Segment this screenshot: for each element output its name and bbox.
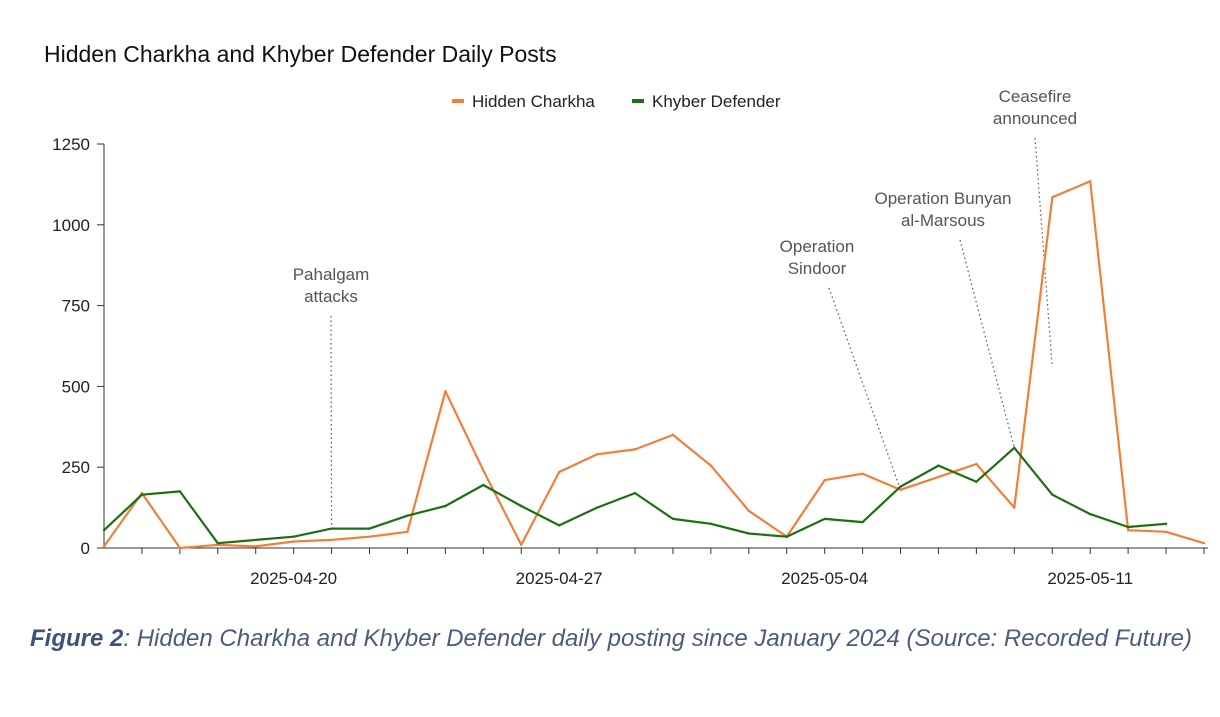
data-point	[520, 543, 523, 546]
data-point	[899, 485, 902, 488]
y-tick-label: 750	[62, 297, 90, 316]
data-point	[899, 488, 902, 492]
data-point	[861, 520, 864, 524]
y-axis: 0 250 500 750 1000 1250	[52, 135, 105, 558]
annotation-label: Operation Bunyan	[874, 189, 1011, 208]
data-point	[368, 535, 371, 538]
data-point	[368, 527, 371, 530]
data-point	[975, 480, 978, 483]
figure-label: Figure 2	[30, 625, 124, 652]
y-tick-label: 500	[62, 377, 90, 396]
data-point	[595, 506, 599, 509]
data-point	[1088, 512, 1092, 516]
data-point	[444, 390, 447, 393]
data-point	[520, 504, 523, 508]
y-tick-label: 250	[62, 458, 90, 477]
data-point	[671, 517, 675, 521]
data-point	[861, 472, 864, 475]
data-point	[671, 433, 675, 437]
data-point	[406, 514, 409, 517]
y-tick-label: 0	[81, 539, 90, 558]
x-axis: 2025-04-20 2025-04-27 2025-05-04 2025-05-11	[104, 547, 1208, 588]
data-point	[823, 478, 826, 482]
data-point	[1088, 179, 1092, 183]
y-tick-label: 1000	[52, 216, 90, 235]
annotation-leader	[330, 315, 333, 529]
data-point	[178, 546, 182, 550]
chart: Hidden Charkha and Khyber Defender Daily…	[44, 41, 1208, 588]
annotation-label: Operation	[780, 237, 855, 256]
annotation-leader	[1034, 137, 1053, 368]
data-point	[330, 538, 333, 542]
data-point	[140, 493, 144, 496]
annotation-label: Pahalgam	[293, 265, 370, 284]
legend-label: Khyber Defender	[652, 92, 781, 111]
data-point	[557, 524, 561, 527]
figure-caption: Figure 2: Hidden Charkha and Khyber Defe…	[30, 620, 1200, 658]
annotation-label: Sindoor	[788, 259, 847, 278]
data-point	[747, 509, 751, 513]
data-point	[595, 453, 599, 456]
series-line-hidden-charkha	[103, 180, 1205, 550]
legend-label: Hidden Charkha	[472, 92, 595, 111]
data-point	[1013, 446, 1016, 450]
data-point	[1164, 522, 1168, 525]
data-point	[1126, 525, 1130, 529]
annotation-label: announced	[993, 109, 1077, 128]
data-point	[292, 540, 295, 543]
data-point	[709, 464, 713, 467]
data-point	[633, 491, 637, 495]
data-point	[1051, 493, 1054, 496]
data-point	[292, 535, 295, 538]
annotation-label: Ceasefire	[999, 87, 1072, 106]
annotations: Pahalgam attacks Operation Sindoor Operation…	[293, 87, 1077, 529]
data-point	[937, 475, 940, 479]
figure-caption-text: : Hidden Charkha and Khyber Defender dai…	[123, 625, 1192, 652]
data-point	[975, 462, 978, 466]
data-point	[1051, 196, 1054, 199]
data-point	[482, 469, 485, 472]
legend: Hidden Charkha Khyber Defender	[452, 92, 781, 111]
chart-title: Hidden Charkha and Khyber Defender Daily…	[44, 41, 557, 67]
series-line-khyber-defender	[103, 446, 1167, 545]
data-point	[1013, 506, 1016, 509]
data-point	[102, 529, 106, 532]
data-point	[406, 530, 409, 534]
series-lines	[102, 179, 1206, 550]
x-tick-label: 2025-04-27	[516, 569, 603, 588]
data-point	[937, 464, 940, 467]
annotation-leader	[959, 239, 1015, 448]
annotation-leader	[828, 287, 902, 491]
x-tick-label: 2025-05-04	[781, 569, 868, 588]
data-point	[1164, 530, 1168, 534]
data-point	[709, 522, 713, 525]
data-point	[633, 448, 637, 451]
data-point	[102, 545, 106, 548]
data-point	[254, 538, 257, 542]
y-tick-label: 1250	[52, 135, 90, 154]
data-point	[254, 545, 257, 548]
data-point	[482, 483, 485, 487]
data-point	[1202, 541, 1206, 545]
x-tick-label: 2025-05-11	[1047, 569, 1133, 588]
annotation-label: al-Marsous	[901, 211, 985, 230]
data-point	[1126, 529, 1130, 532]
x-tick-label: 2025-04-20	[250, 569, 337, 588]
data-point	[216, 541, 219, 545]
data-point	[557, 470, 561, 474]
data-point	[178, 490, 182, 493]
data-point	[823, 517, 826, 521]
annotation-label: attacks	[304, 287, 358, 306]
data-point	[444, 504, 447, 508]
data-point	[747, 532, 751, 535]
data-point	[330, 527, 333, 530]
data-point	[785, 535, 788, 538]
